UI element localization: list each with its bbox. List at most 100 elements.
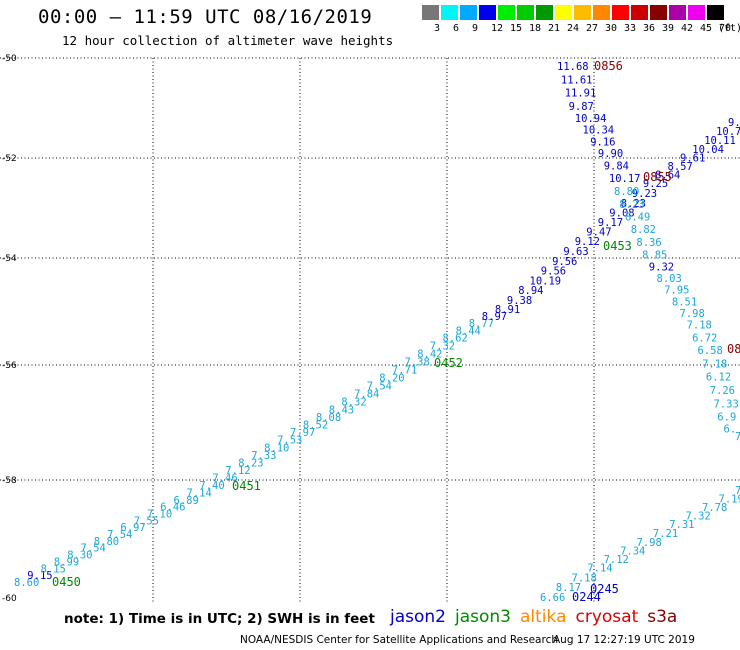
wave-height-label: 10.19 xyxy=(530,275,562,287)
wave-height-label: 7.34 xyxy=(620,545,645,557)
wave-height-label: 7.33 xyxy=(251,450,276,462)
wave-height-label: 8.03 xyxy=(657,273,682,285)
pass-time-0856: 0856 xyxy=(594,59,623,73)
wave-height-label: 6.58 xyxy=(698,345,723,357)
wave-height-label: 9.16 xyxy=(590,136,615,148)
wave-height-label: 9.32 xyxy=(649,262,674,274)
page-subtitle: 12 hour collection of altimeter wave hei… xyxy=(62,33,394,48)
wave-height-label: 6.97 xyxy=(120,522,145,534)
wave-height-label: 7.26 xyxy=(710,385,735,397)
legend-swatch-15 xyxy=(498,5,515,20)
legend-label-70: 70 xyxy=(719,23,732,34)
wave-height-label: 8.77 xyxy=(469,318,494,330)
wave-height-label: 9.84 xyxy=(604,160,629,172)
wave-height-label: 7.98 xyxy=(637,537,662,549)
wave-height-label: 8.23 xyxy=(619,199,644,211)
wave-height-label: 8.85 xyxy=(642,250,667,262)
wave-height-label: 7.71 xyxy=(392,365,417,377)
wave-height-label: 11.68 xyxy=(557,61,589,73)
wave-height-label: 8.80 xyxy=(614,186,639,198)
wave-height-label: 7.46 xyxy=(212,472,237,484)
legend-swatch-27 xyxy=(574,5,591,20)
wave-height-label: 8.60 xyxy=(14,577,39,589)
wave-height-label: 8.10 xyxy=(264,442,289,454)
wave-height-label: 8.30 xyxy=(67,550,92,562)
credit-text: NOAA/NESDIS Center for Satellite Applica… xyxy=(240,634,558,646)
lat-tick-3: -56 xyxy=(2,361,17,371)
wave-height-label: 7.53 xyxy=(277,435,302,447)
legend-swatch-30 xyxy=(593,5,610,20)
wave-height-label: 9.56 xyxy=(541,266,566,278)
wave-height-label: 7.18 xyxy=(702,358,727,370)
wave-height-label: 11.91 xyxy=(565,88,597,100)
wave-height-label: 8.57 xyxy=(668,161,693,173)
wave-height-label: 8.23 xyxy=(621,198,646,210)
wave-height-label: 10.17 xyxy=(609,173,641,185)
wave-height-label: 8.62 xyxy=(443,333,468,345)
wave-height-label: 9. xyxy=(728,117,740,129)
wave-height-label: 7.55 xyxy=(134,515,159,527)
wave-height-label: 10.11 xyxy=(704,135,736,147)
lat-tick-4: -58 xyxy=(2,476,17,486)
pass-time-0453: 0453 xyxy=(603,239,632,253)
wave-height-label: 11.61 xyxy=(561,74,593,86)
legend-swatch-45 xyxy=(688,5,705,20)
wave-height-label: 7.54 xyxy=(81,543,106,555)
wave-height-label: 7.12 xyxy=(604,554,629,566)
wave-height-label: 10.94 xyxy=(575,113,607,125)
wave-height-label: 10.34 xyxy=(583,125,615,137)
wave-height-label: 8.15 xyxy=(41,563,66,575)
wave-height-label: 7.18 xyxy=(687,320,712,332)
wave-height-label: 7.32 xyxy=(430,341,455,353)
wave-height-label: 8.94 xyxy=(518,285,543,297)
wave-height-label: 9.63 xyxy=(563,246,588,258)
legend-label-36: 36 xyxy=(643,23,656,34)
map-grid xyxy=(0,57,740,603)
satellite-legend: jason2 jason3 altika cryosat s3a xyxy=(390,607,686,627)
wave-height-label: 7.19 xyxy=(719,493,740,505)
wave-height-label: 9.17 xyxy=(598,217,623,229)
legend-swatch-70 xyxy=(707,5,724,20)
wave-height-label: 7. xyxy=(735,485,740,497)
wave-height-label: 7.14 xyxy=(187,487,212,499)
legend-label-42: 42 xyxy=(681,23,694,34)
wave-height-label: 9.38 xyxy=(507,295,532,307)
legend-swatch-42 xyxy=(669,5,686,20)
legend-label-15: 15 xyxy=(510,23,523,34)
credit-timestamp: Aug 17 12:27:19 UTC 2019 xyxy=(553,634,695,646)
wave-height-label: 8.51 xyxy=(672,296,697,308)
wave-height-label: 7.54 xyxy=(367,381,392,393)
pass-time-0855: 0855 xyxy=(643,170,672,184)
wave-height-label: 9.47 xyxy=(586,227,611,239)
footer-note: note: 1) Time is in UTC; 2) SWH is in fe… xyxy=(64,611,375,627)
legend-swatch-9 xyxy=(460,5,477,20)
wave-height-label: 7.21 xyxy=(653,528,678,540)
color-scale-legend: 3 6 9 12 15 18 21 24 27 30 33 36 39 42 45 70 (ft) xyxy=(422,5,740,35)
wave-height-labels: 8.609.158.158.998.307.548.807.546.977.55… xyxy=(14,61,740,604)
wave-height-label: 7.38 xyxy=(405,357,430,369)
wave-height-label: 6.46 xyxy=(160,502,185,514)
wave-height-label: 9.87 xyxy=(569,101,594,113)
legend-swatch-36 xyxy=(631,5,648,20)
wave-height-label: 8.17 xyxy=(556,582,581,594)
wave-height-label: 7.97 xyxy=(290,427,315,439)
wave-height-label: 7.95 xyxy=(664,285,689,297)
legend-label-21: 21 xyxy=(548,23,561,34)
pass-time-0451: 0451 xyxy=(232,479,261,493)
wave-height-label: 7.54 xyxy=(107,529,132,541)
wave-height-label: 8.23 xyxy=(238,457,263,469)
legend-swatch-33 xyxy=(612,5,629,20)
legend-unit: (ft) xyxy=(718,23,740,34)
wave-height-label: 10.04 xyxy=(692,144,724,156)
satellite-cryosat: cryosat xyxy=(575,607,639,627)
legend-label-24: 24 xyxy=(567,23,580,34)
wave-height-label: 8.49 xyxy=(625,212,650,224)
satellite-jason2: jason2 xyxy=(390,607,446,627)
legend-label-3: 3 xyxy=(434,23,441,34)
pass-time-0452: 0452 xyxy=(434,356,463,370)
wave-height-label: 8.64 xyxy=(655,169,680,181)
wave-height-label: 7.12 xyxy=(225,465,250,477)
wave-height-label: 8.82 xyxy=(631,224,656,236)
legend-label-12: 12 xyxy=(491,23,504,34)
